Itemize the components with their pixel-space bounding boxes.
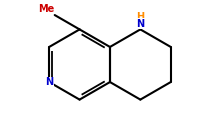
Text: Me: Me [37,4,54,14]
Text: N: N [45,77,53,87]
Text: N: N [136,19,144,29]
Text: H: H [136,12,144,22]
